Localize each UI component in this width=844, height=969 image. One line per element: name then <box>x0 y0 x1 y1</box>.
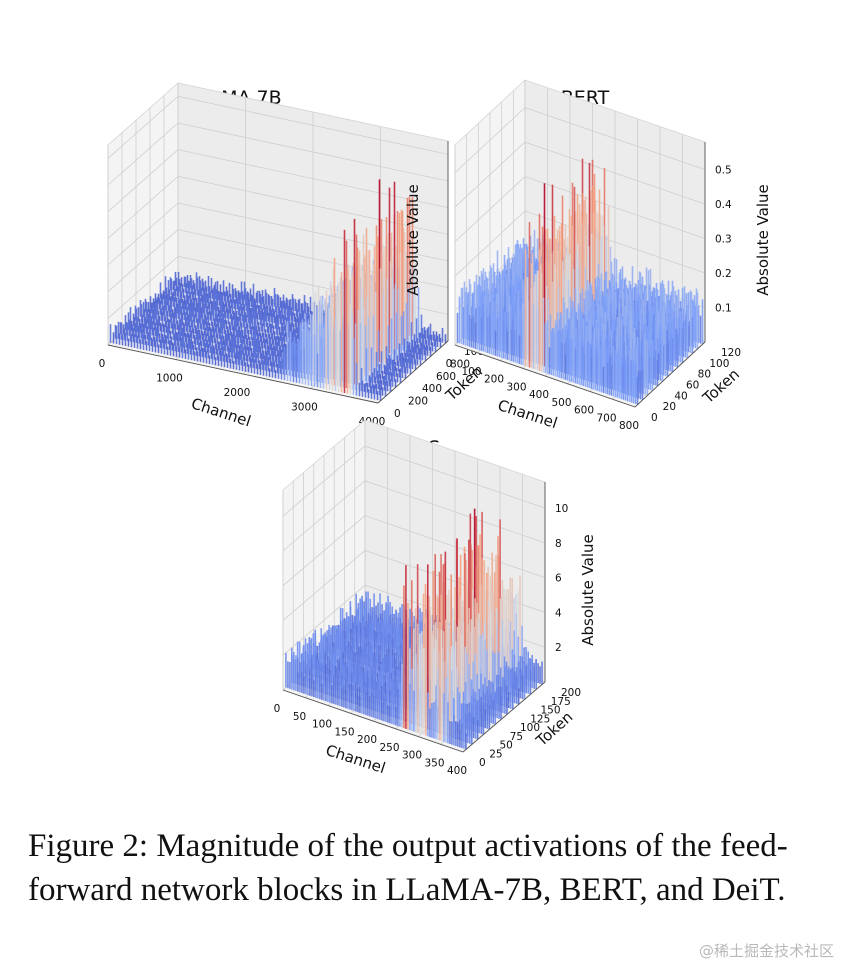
z-grid-line <box>107 175 449 239</box>
x-tick-label: 250 <box>379 742 399 754</box>
x-tick-label: 300 <box>506 381 526 393</box>
y-tick-label: 100 <box>520 722 540 734</box>
x-tick-label: 600 <box>574 405 594 417</box>
x-tick-label: 300 <box>402 750 422 762</box>
z-grid-line <box>282 515 546 586</box>
z-tick-label: 10 <box>555 503 568 515</box>
x-tick-label: 3000 <box>291 402 318 414</box>
x-axis-label: Channel <box>495 396 559 432</box>
x-tick-label: 500 <box>551 397 571 409</box>
y-tick-label: 0 <box>651 412 658 424</box>
x-tick-label: 0 <box>446 358 453 370</box>
z-grid-line <box>282 480 546 552</box>
watermark: @稀土掘金技术社区 <box>698 942 834 960</box>
z-grid-line <box>107 122 449 186</box>
y-tick-label: 400 <box>422 383 442 395</box>
z-tick-label: 6 <box>555 573 562 585</box>
z-grid-line <box>107 202 449 266</box>
chart-canvas: LLaMA 7B01000200030004000020040060080010… <box>99 79 772 777</box>
z-tick-label: 0.4 <box>715 199 732 211</box>
z-tick-label: 4 <box>555 607 562 619</box>
z-axis-label: Absolute Value <box>404 184 422 296</box>
chart-1: BERT010020030040050060070080002040608010… <box>446 79 772 432</box>
y-tick-label: 25 <box>489 748 502 760</box>
x-tick-label: 2000 <box>224 387 251 399</box>
z-grid-line <box>454 210 706 277</box>
x-tick-label: 50 <box>293 711 306 723</box>
x-axis-label: Channel <box>189 394 253 430</box>
y-axis-line <box>634 341 706 408</box>
y-tick-label: 80 <box>698 369 711 381</box>
data-surface <box>285 508 543 750</box>
z-grid-line <box>107 149 449 212</box>
y-tick-label: 200 <box>561 687 581 699</box>
y-tick-label: 0 <box>479 757 486 769</box>
z-grid-line <box>454 176 706 242</box>
y-tick-label: 60 <box>686 380 699 392</box>
x-tick-label: 800 <box>619 420 639 432</box>
z-tick-label: 8 <box>555 538 562 550</box>
y-tick-label: 0 <box>394 408 401 420</box>
x-tick-label: 100 <box>312 719 332 731</box>
x-tick-label: 350 <box>424 757 444 769</box>
z-tick-label: 2 <box>555 642 562 654</box>
x-axis-line <box>282 689 464 753</box>
x-tick-label: 0 <box>274 703 281 715</box>
chart-2: DeiT-S0501001502002503003504000255075100… <box>274 419 597 777</box>
x-tick-label: 100 <box>461 366 481 378</box>
y-tick-label: 600 <box>436 371 456 383</box>
y-tick-label: 100 <box>709 358 729 370</box>
y-axis-line <box>462 681 546 753</box>
z-axis-label: Absolute Value <box>754 184 772 296</box>
z-grid-line <box>454 107 706 173</box>
x-tick-label: 400 <box>529 389 549 401</box>
y-axis-line <box>377 340 449 404</box>
z-axis-label: Absolute Value <box>579 534 597 646</box>
figure-caption: Figure 2: Magnitude of the output activa… <box>28 828 788 908</box>
z-tick-label: 0.1 <box>715 303 732 315</box>
y-tick-label: 800 <box>450 358 470 370</box>
z-tick-label: 0.3 <box>715 234 732 246</box>
x-axis-label: Channel <box>323 741 387 777</box>
y-tick-label: 120 <box>721 347 741 359</box>
z-grid-line <box>454 141 706 208</box>
figure-area: LLaMA 7B01000200030004000020040060080010… <box>99 79 772 777</box>
y-tick-label: 75 <box>510 731 523 743</box>
x-tick-label: 150 <box>334 726 354 738</box>
x-tick-label: 700 <box>596 412 616 424</box>
z-tick-label: 0.2 <box>715 268 732 280</box>
x-tick-label: 200 <box>357 734 377 746</box>
x-axis-line <box>454 344 636 408</box>
y-tick-label: 50 <box>500 740 513 752</box>
y-tick-label: 150 <box>541 705 561 717</box>
data-surface <box>109 179 447 401</box>
x-tick-label: 0 <box>99 358 106 370</box>
x-axis-line <box>107 344 379 404</box>
z-tick-label: 0.5 <box>715 165 732 177</box>
z-grid-line <box>282 445 546 517</box>
y-tick-label: 175 <box>551 696 571 708</box>
y-tick-label: 40 <box>674 390 687 402</box>
x-tick-label: 400 <box>447 765 467 777</box>
data-surface <box>456 158 704 405</box>
y-tick-label: 200 <box>408 396 428 408</box>
chart-0: LLaMA 7B01000200030004000020040060080010… <box>99 82 491 430</box>
x-tick-label: 200 <box>484 374 504 386</box>
z-grid-line <box>107 95 449 159</box>
y-tick-label: 20 <box>663 401 676 413</box>
x-tick-label: 1000 <box>156 373 183 385</box>
y-tick-label: 125 <box>530 713 550 725</box>
